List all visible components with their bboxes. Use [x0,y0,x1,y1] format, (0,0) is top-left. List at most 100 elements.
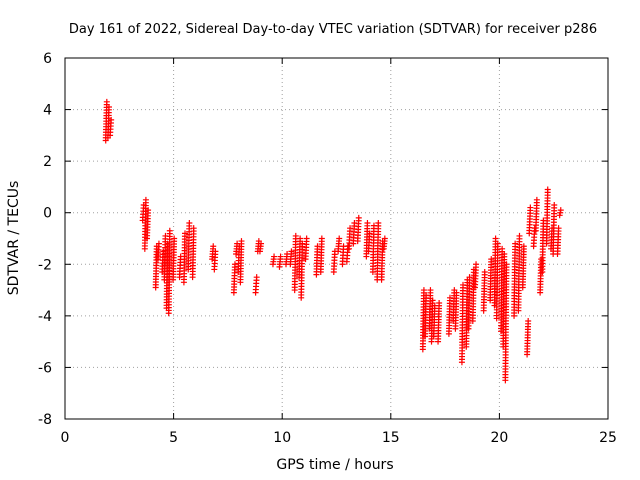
data-point [501,250,508,257]
data-point [420,287,427,294]
data-point [277,253,284,260]
data-point [303,235,310,242]
x-tick-label: 20 [490,430,508,446]
data-point [481,269,488,276]
data-point [366,230,373,237]
data-point [171,235,178,242]
data-point [520,243,527,250]
data-point [381,235,388,242]
data-point [544,186,551,193]
y-tick-label: -8 [38,412,52,428]
data-segment [211,248,219,273]
data-point [492,235,499,242]
data-segment [539,217,547,276]
data-point [473,261,480,268]
data-segment [345,225,354,252]
y-tick-label: 6 [43,51,52,67]
data-segment [374,220,382,283]
data-point [212,248,219,255]
data-segment [471,261,480,291]
data-point [503,261,510,268]
data-segment [317,235,325,276]
data-segment [480,269,488,314]
data-segment [530,225,538,250]
data-segment [458,281,467,366]
data-point [297,235,304,242]
data-segment [302,235,310,263]
data-segment [537,256,545,296]
data-segment [298,240,306,301]
data-segment [526,204,534,237]
data-point [288,248,295,255]
data-segment [180,230,189,286]
data-point [466,274,473,281]
data-point [557,207,564,214]
chart-title: Day 161 of 2022, Sidereal Day-to-day VTE… [69,22,597,37]
data-point [555,225,562,232]
y-tick-label: 0 [43,206,52,222]
data-point [494,240,501,247]
data-point [551,201,558,208]
data-point [186,220,193,227]
x-tick-label: 5 [169,430,178,446]
data-segment [350,220,358,247]
y-tick-label: 4 [43,103,52,119]
data-segment [170,235,178,283]
data-segment [502,261,510,384]
x-tick-label: 0 [61,430,70,446]
data-segment [543,186,551,247]
data-segment [556,207,564,219]
data-point [446,294,453,301]
data-segment [143,207,152,242]
x-tick-label: 15 [382,430,400,446]
data-segment [252,274,260,296]
data-point [364,220,371,227]
data-segment [532,196,540,234]
data-point [336,235,343,242]
x-tick-label: 10 [273,430,291,446]
data-point [538,256,545,263]
data-point [453,289,460,296]
data-segment [237,238,245,286]
data-point [533,196,540,203]
data-point [210,243,217,250]
data-segment [380,235,388,252]
data-points [102,98,564,384]
data-point [527,204,534,211]
data-point [512,240,519,247]
data-point [299,240,306,247]
data-segment [107,116,115,139]
data-segment [435,299,443,345]
data-segment [330,248,338,276]
data-segment [291,232,299,294]
data-segment [452,289,460,332]
data-point [166,227,173,234]
y-tick-label: -4 [38,309,52,325]
data-point [105,103,112,110]
data-point [318,235,325,242]
data-point [314,243,321,250]
axis-ticks: 0 5 10 15 20 25 -8 -6 -4 -2 0 2 4 6 [38,51,617,446]
data-segment [256,240,265,255]
data-segment [354,214,362,245]
data-point [429,297,436,304]
data-segment [493,240,501,322]
data-segment [276,253,284,270]
x-tick-label: 25 [599,430,617,446]
data-segment [465,274,473,332]
data-segment [511,240,519,319]
data-point [145,207,152,214]
data-point [142,196,149,203]
data-segment [185,220,193,273]
data-segment [269,253,278,268]
data-point [258,240,265,247]
data-point [271,253,278,260]
data-segment [189,225,197,281]
data-point [103,98,110,105]
plot-frame [64,57,609,420]
data-point [190,225,197,232]
data-segment [519,243,527,291]
y-tick-label: 2 [43,154,52,170]
data-point [525,318,532,325]
data-point [108,116,115,123]
